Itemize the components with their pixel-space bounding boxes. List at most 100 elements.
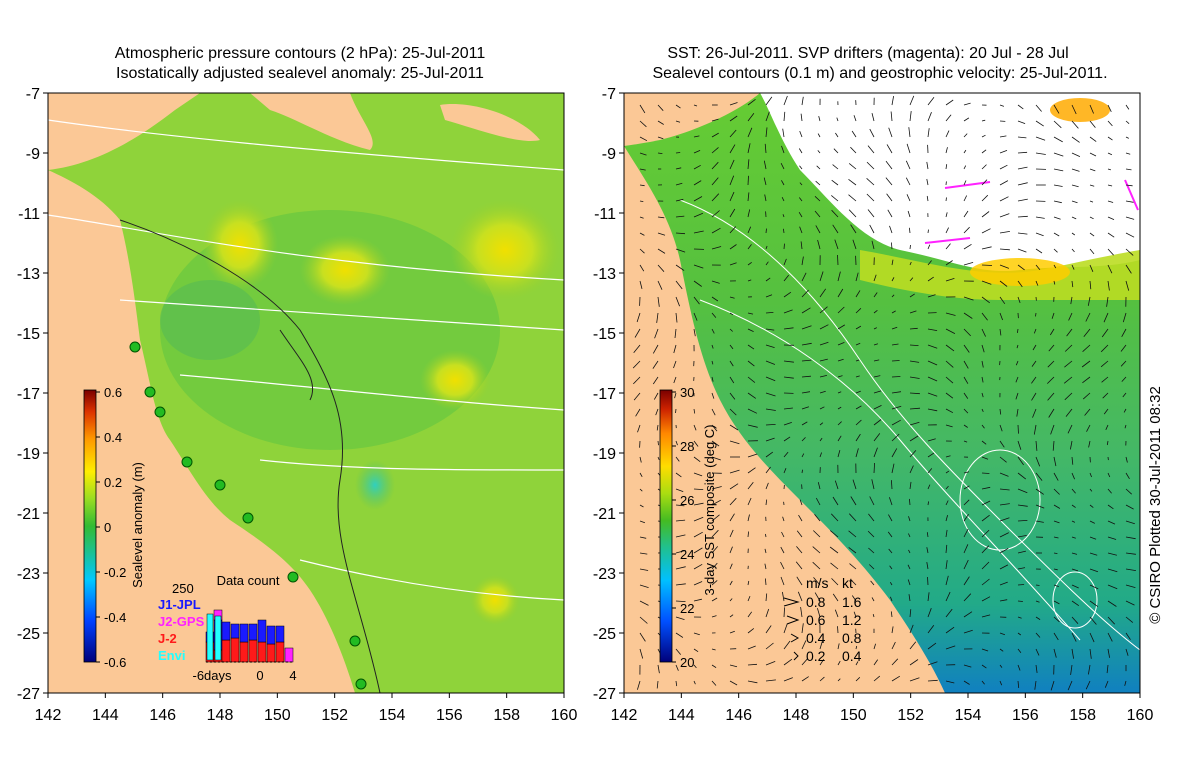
velocity-arrow xyxy=(693,150,701,154)
velocity-arrow xyxy=(765,228,767,234)
velocity-arrow xyxy=(657,216,665,219)
velocity-arrow xyxy=(831,209,839,218)
velocity-arrow xyxy=(981,376,984,383)
velocity-arrow xyxy=(1071,600,1080,607)
sst-colorbar-tick-label: 22 xyxy=(680,601,694,616)
velocity-arrow xyxy=(817,133,821,138)
velocity-arrow xyxy=(765,437,775,442)
velocity-arrow xyxy=(927,360,938,366)
velocity-arrow xyxy=(1089,184,1095,187)
right-x-tick-label: 156 xyxy=(1012,707,1039,724)
velocity-arrow xyxy=(1071,504,1076,508)
velocity-arrow xyxy=(1089,136,1097,142)
velocity-arrow xyxy=(868,547,875,554)
velocity-arrow xyxy=(927,97,935,106)
velocity-arrow xyxy=(1017,600,1023,602)
velocity-arrow xyxy=(866,193,875,202)
velocity-arrow xyxy=(963,392,969,399)
velocity-arrow xyxy=(814,196,821,202)
sla-region-147 xyxy=(160,280,260,360)
velocity-arrow xyxy=(1107,264,1113,274)
velocity-arrow xyxy=(927,112,932,122)
velocity-arrow xyxy=(1035,456,1041,467)
velocity-arrow xyxy=(835,132,839,138)
velocity-arrow xyxy=(855,359,860,362)
velocity-arrow xyxy=(909,641,917,650)
velocity-legend-kt: 0.8 xyxy=(842,630,862,646)
velocity-arrow xyxy=(945,392,954,399)
sealevel-eddy-2 xyxy=(1052,571,1098,629)
velocity-arrow xyxy=(1125,200,1134,203)
data-count-x-tick: 0 xyxy=(256,668,263,683)
velocity-arrow xyxy=(801,640,807,650)
velocity-arrow xyxy=(675,120,681,123)
velocity-arrow xyxy=(1033,328,1037,334)
velocity-arrow xyxy=(711,514,720,522)
velocity-arrow xyxy=(675,472,682,478)
right-y-tick-label: -9 xyxy=(602,146,616,163)
velocity-arrow xyxy=(783,228,785,234)
velocity-arrow xyxy=(1082,392,1091,400)
velocity-arrow xyxy=(981,179,988,186)
velocity-arrow xyxy=(673,344,677,354)
velocity-arrow xyxy=(963,499,970,506)
velocity-arrow xyxy=(1065,408,1073,417)
velocity-arrow xyxy=(1053,504,1061,509)
sst-colorbar-tick-label: 24 xyxy=(680,547,694,562)
velocity-arrow xyxy=(981,211,990,218)
velocity-arrow xyxy=(729,144,736,154)
velocity-arrow xyxy=(1120,344,1127,352)
velocity-arrow xyxy=(886,193,893,202)
velocity-arrow xyxy=(908,594,911,602)
velocity-arrow xyxy=(729,226,737,234)
velocity-arrow xyxy=(981,578,990,586)
velocity-arrow xyxy=(891,343,899,346)
velocity-arrow xyxy=(849,513,857,522)
data-count-bar xyxy=(206,613,214,661)
velocity-arrow xyxy=(711,344,714,349)
velocity-arrow xyxy=(765,642,774,650)
reef-outline xyxy=(279,329,314,401)
left-x-tick-label: 158 xyxy=(493,707,520,724)
velocity-arrow xyxy=(891,242,893,250)
velocity-arrow xyxy=(675,488,684,492)
velocity-arrow xyxy=(999,196,1009,202)
data-count-bar xyxy=(284,647,294,663)
velocity-arrow xyxy=(888,548,893,554)
velocity-arrow xyxy=(781,145,785,154)
velocity-arrow xyxy=(1053,200,1062,204)
velocity-arrow xyxy=(981,648,989,652)
velocity-arrow xyxy=(855,419,862,426)
velocity-arrow xyxy=(781,180,785,186)
velocity-arrow xyxy=(1070,664,1073,675)
velocity-arrow xyxy=(1053,632,1059,641)
velocity-arrow xyxy=(1071,232,1076,236)
velocity-arrow xyxy=(1035,584,1040,586)
velocity-arrow xyxy=(729,529,734,538)
velocity-arrow xyxy=(1017,264,1025,271)
velocity-arrow xyxy=(780,561,785,570)
velocity-arrow xyxy=(747,244,752,250)
velocity-arrow xyxy=(765,451,774,458)
velocity-arrow xyxy=(747,175,749,186)
velocity-arrow xyxy=(1068,312,1073,321)
velocity-arrow xyxy=(747,98,756,106)
velocity-arrow xyxy=(801,307,811,314)
velocity-arrow xyxy=(1121,376,1127,382)
velocity-arrow xyxy=(1015,360,1019,366)
velocity-arrow xyxy=(909,481,912,490)
velocity-arrow xyxy=(909,293,915,298)
velocity-arrow xyxy=(1089,520,1095,524)
left-y-tick-label: -27 xyxy=(17,686,40,703)
velocity-arrow xyxy=(963,102,971,106)
land-png xyxy=(624,93,760,146)
velocity-arrow xyxy=(693,296,700,305)
velocity-arrow xyxy=(963,243,972,250)
velocity-arrow xyxy=(782,128,785,138)
velocity-arrow xyxy=(927,276,934,282)
velocity-arrow xyxy=(945,328,956,334)
velocity-arrow xyxy=(729,262,737,266)
velocity-arrow xyxy=(1017,232,1028,235)
velocity-arrow xyxy=(781,531,785,538)
velocity-arrow xyxy=(1032,408,1037,418)
